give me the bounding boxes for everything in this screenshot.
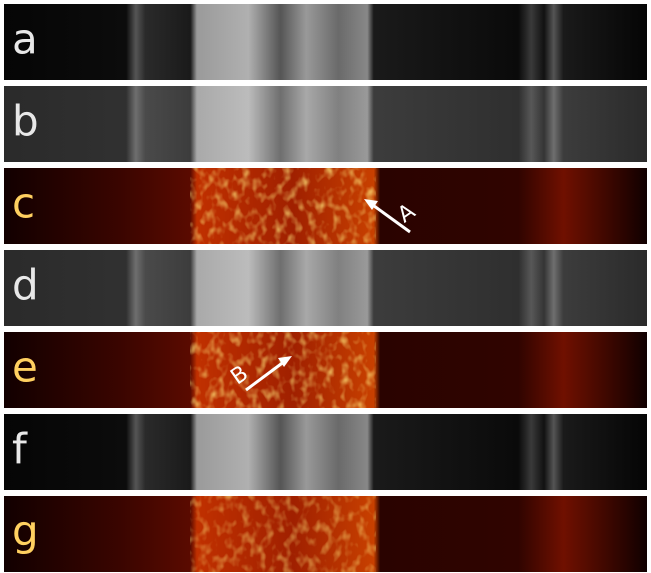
panel-label: a <box>12 15 38 64</box>
panel-d: d <box>4 250 647 326</box>
panel-label: f <box>12 425 28 474</box>
panel-label: c <box>12 179 35 228</box>
panel-label: b <box>12 97 39 146</box>
panel-label: g <box>12 507 39 556</box>
panel-f: f <box>4 414 647 490</box>
panel-b: b <box>4 86 647 162</box>
panel-c: c A <box>4 168 647 244</box>
panel-a: a <box>4 4 647 80</box>
figure: a b c A d e B f g <box>0 0 651 573</box>
panel-e: e B <box>4 332 647 408</box>
panel-label: e <box>12 343 38 392</box>
panel-label: d <box>12 261 39 310</box>
panel-g: g <box>4 496 647 572</box>
